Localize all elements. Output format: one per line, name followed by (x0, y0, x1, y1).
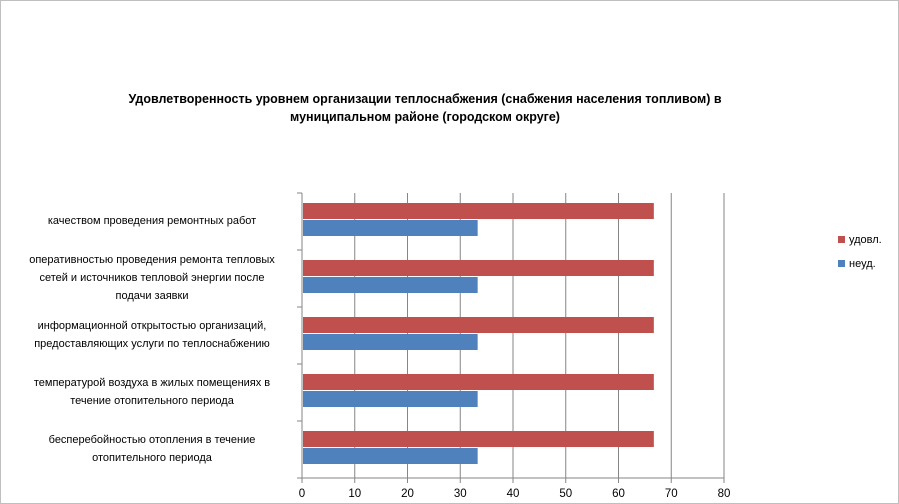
category-label: отопительного периода (92, 452, 213, 464)
legend-label-neud: неуд. (849, 258, 876, 270)
category-label: температурой воздуха в жилых помещениях … (34, 377, 270, 389)
category-label: информационной открытостью организаций, (38, 320, 267, 332)
bar-udovl-3 (303, 374, 654, 390)
x-tick-label: 10 (348, 488, 361, 500)
bar-neud-4 (303, 448, 478, 464)
legend-marker-udovl (838, 236, 845, 243)
legend-marker-neud (838, 260, 845, 267)
chart-title: Удовлетворенность уровнем организации те… (128, 92, 722, 124)
bar-neud-0 (303, 220, 478, 236)
x-tick-label: 40 (507, 488, 520, 500)
bar-neud-1 (303, 277, 478, 293)
category-label: течение отопительного периода (70, 395, 235, 407)
x-tick-label: 80 (718, 488, 731, 500)
category-label: качеством проведения ремонтных работ (48, 215, 256, 227)
category-label: сетей и источников тепловой энергии посл… (39, 272, 264, 284)
category-label: подачи заявки (116, 290, 189, 302)
category-label: бесперебойностью отопления в течение (49, 434, 256, 446)
x-tick-label: 20 (401, 488, 414, 500)
x-tick-label: 60 (612, 488, 625, 500)
bar-neud-3 (303, 391, 478, 407)
category-label: предоставляющих услуги по теплоснабжению (34, 338, 270, 350)
x-tick-label: 50 (559, 488, 572, 500)
bar-udovl-2 (303, 317, 654, 333)
legend-label-udovl: удовл. (849, 234, 882, 246)
bar-udovl-4 (303, 431, 654, 447)
category-label: оперативностью проведения ремонта теплов… (29, 254, 275, 266)
bar-udovl-0 (303, 203, 654, 219)
x-tick-label: 30 (454, 488, 467, 500)
bar-udovl-1 (303, 260, 654, 276)
bar-neud-2 (303, 334, 478, 350)
x-tick-label: 0 (299, 488, 305, 500)
x-tick-label: 70 (665, 488, 678, 500)
